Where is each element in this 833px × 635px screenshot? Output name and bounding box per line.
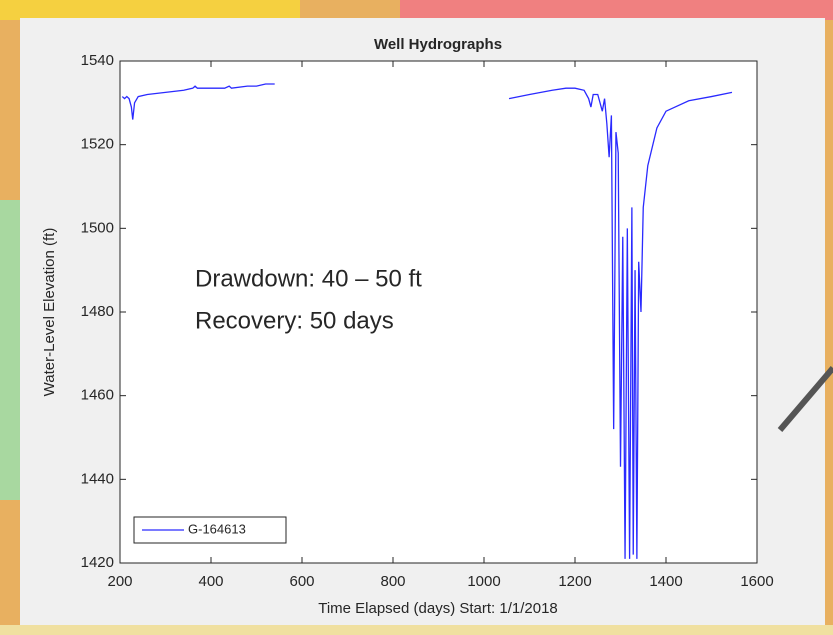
plot-area <box>119 60 758 564</box>
y-tick-label: 1520 <box>81 136 114 153</box>
y-tick-label: 1420 <box>81 554 114 571</box>
arrow <box>777 366 833 432</box>
chart-title: Well Hydrographs <box>374 36 502 53</box>
annotation: Recovery: 50 days <box>195 307 394 334</box>
y-tick-label: 1500 <box>81 219 114 236</box>
y-tick-label: 1460 <box>81 387 114 404</box>
x-tick-label: 1000 <box>467 573 500 590</box>
map-patch <box>0 200 20 500</box>
x-tick-label: 1400 <box>649 573 682 590</box>
y-axis-label: Water-Level Elevation (ft) <box>41 228 58 397</box>
x-tick-label: 200 <box>107 573 132 590</box>
y-tick-label: 1440 <box>81 470 114 487</box>
y-tick-label: 1480 <box>81 303 114 320</box>
map-patch <box>400 0 833 20</box>
map-patch <box>0 625 833 635</box>
legend-label: G-164613 <box>188 521 246 536</box>
x-tick-label: 1600 <box>740 573 773 590</box>
y-tick-label: 1540 <box>81 52 114 69</box>
x-tick-label: 1200 <box>558 573 591 590</box>
annotation: Drawdown: 40 – 50 ft <box>195 265 422 292</box>
x-tick-label: 600 <box>289 573 314 590</box>
x-axis-label: Time Elapsed (days) Start: 1/1/2018 <box>318 600 558 617</box>
map-patch <box>0 0 300 20</box>
series-line <box>121 83 733 559</box>
x-tick-label: 400 <box>198 573 223 590</box>
x-tick-label: 800 <box>380 573 405 590</box>
